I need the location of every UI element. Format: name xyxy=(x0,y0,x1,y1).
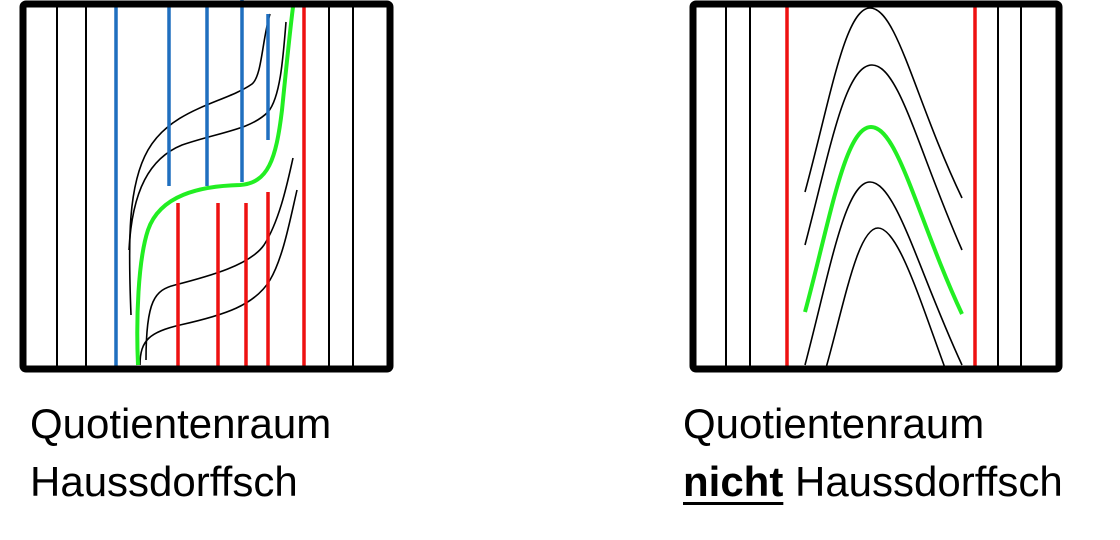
left-red-leaves xyxy=(176,5,306,368)
arch-leaf xyxy=(804,7,963,199)
left-black-s-curves xyxy=(128,13,298,366)
caption-line-2: Haussdorffsch xyxy=(30,458,298,505)
left-panel xyxy=(19,0,394,373)
right-red-leaves xyxy=(785,5,977,368)
right-frame xyxy=(689,0,1063,373)
left-blue-leaves xyxy=(114,0,270,368)
right-black-vertical-leaves xyxy=(725,5,1022,368)
right-green-leaf xyxy=(803,124,964,315)
arch-leaf xyxy=(804,64,963,251)
left-green-leaf xyxy=(135,6,295,366)
s-curve-leaf xyxy=(128,21,287,251)
right-arch-curves xyxy=(804,7,963,369)
caption-emphasis: nicht xyxy=(683,458,784,505)
caption-line-1: Quotientenraum xyxy=(30,400,332,447)
arch-leaf xyxy=(804,181,963,366)
s-curve-leaf xyxy=(128,13,271,316)
arch-leaf xyxy=(825,227,946,369)
caption-non-hausdorff: Quotientenraum nicht Haussdorffsch xyxy=(683,395,1063,511)
caption-line-1: Quotientenraum xyxy=(683,400,985,447)
caption-line-2-rest: Haussdorffsch xyxy=(783,458,1063,505)
right-panel xyxy=(689,0,1063,373)
left-frame xyxy=(19,0,394,373)
left-black-vertical-leaves xyxy=(56,5,354,368)
s-curve-leaf xyxy=(145,157,294,361)
caption-hausdorff: Quotientenraum Haussdorffsch xyxy=(30,395,331,511)
caption-line-2: nicht Haussdorffsch xyxy=(683,453,1063,511)
s-curve-leaf xyxy=(139,189,298,366)
